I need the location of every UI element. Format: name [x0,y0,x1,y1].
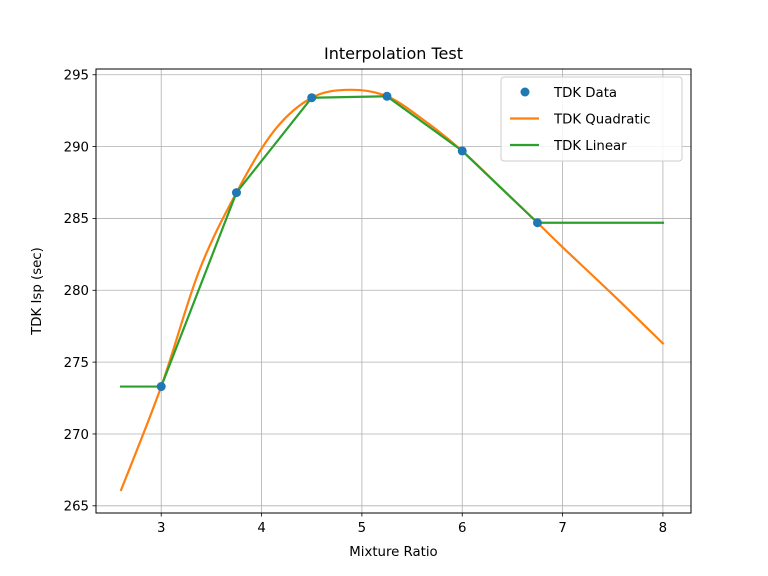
y-tick-label: 290 [64,140,89,155]
series-layer [119,88,665,492]
legend-label: TDK Linear [553,139,627,154]
legend: TDK Data TDK Quadratic TDK Linear [500,76,683,162]
x-tick-label: 8 [659,521,667,536]
tick-layer: 3 4 5 6 7 8 265 270 275 280 285 290 295 [64,69,668,536]
x-tick-label: 4 [257,521,265,536]
y-tick-label: 265 [64,500,89,515]
x-tick-label: 5 [358,521,366,536]
tdk-linear-line [119,95,665,388]
legend-label: TDK Data [553,86,617,101]
y-tick-label: 285 [64,212,89,227]
data-point [532,218,542,228]
data-point [382,91,392,101]
y-tick-label: 275 [64,356,89,371]
y-tick-label: 295 [64,69,89,84]
y-axis-label: TDK Isp (sec) [30,247,45,336]
legend-label: TDK Quadratic [553,113,651,128]
x-axis-label: Mixture Ratio [349,545,437,560]
legend-box [500,76,683,162]
data-point [307,93,317,103]
x-tick-label: 7 [558,521,566,536]
data-point [457,146,467,156]
data-point [231,188,241,198]
x-tick-label: 3 [157,521,165,536]
data-point [156,382,166,392]
y-tick-label: 280 [64,284,89,299]
plot-frame [95,68,692,514]
legend-marker [520,87,530,97]
tdk-quadratic-line [119,88,665,492]
y-tick-label: 270 [64,428,89,443]
x-tick-label: 6 [458,521,466,536]
chart-title: Interpolation Test [324,44,463,63]
